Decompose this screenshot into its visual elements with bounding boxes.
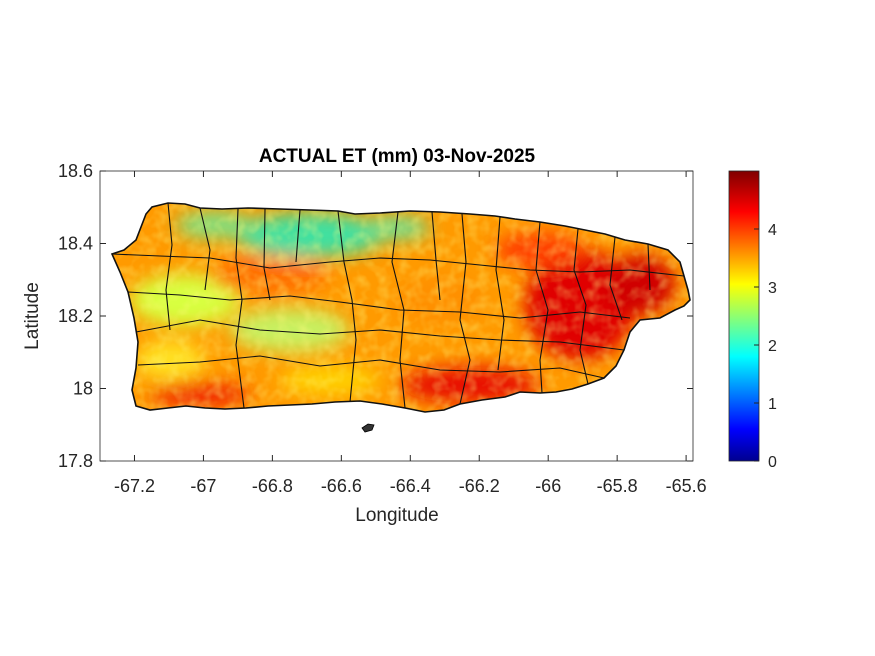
x-tick-label: -65.8 [597, 476, 638, 496]
y-tick-label: 18.4 [58, 234, 93, 254]
colorbar-tick-label: 1 [768, 396, 777, 413]
x-tick-label: -65.6 [666, 476, 707, 496]
et-raster [112, 203, 690, 412]
x-tick-label: -66.4 [390, 476, 431, 496]
x-tick-label: -66.6 [321, 476, 362, 496]
colorbar [728, 170, 760, 462]
x-tick-label: -66.8 [252, 476, 293, 496]
colorbar-tick-label: 4 [768, 222, 777, 239]
colorbar-tick-label: 0 [768, 454, 777, 471]
x-tick-label: -67.2 [114, 476, 155, 496]
y-tick-label: 18.2 [58, 306, 93, 326]
colorbar-tick-label: 3 [768, 280, 777, 297]
y-axis-label: Latitude [22, 282, 43, 350]
y-tick-label: 17.8 [58, 451, 93, 471]
y-tick-label: 18.6 [58, 161, 93, 181]
x-tick-label: -67 [190, 476, 216, 496]
chart-title: ACTUAL ET (mm) 03-Nov-2025 [259, 146, 536, 167]
colorbar-tick-label: 2 [768, 338, 777, 355]
offshore-island [361, 423, 375, 433]
x-axis-ticks: -67.2 -67 -66.8 -66.6 -66.4 -66.2 -66 -65.8 -65.… [114, 171, 707, 496]
x-axis-label: Longitude [355, 505, 438, 526]
x-tick-label: -66 [535, 476, 561, 496]
y-axis-ticks: 17.8 18 18.2 18.4 18.6 [58, 161, 693, 471]
municipality-boundaries [111, 202, 691, 413]
colorbar-ticks: 0 1 2 3 4 [754, 222, 777, 471]
y-tick-label: 18 [73, 379, 93, 399]
x-tick-label: -66.2 [459, 476, 500, 496]
